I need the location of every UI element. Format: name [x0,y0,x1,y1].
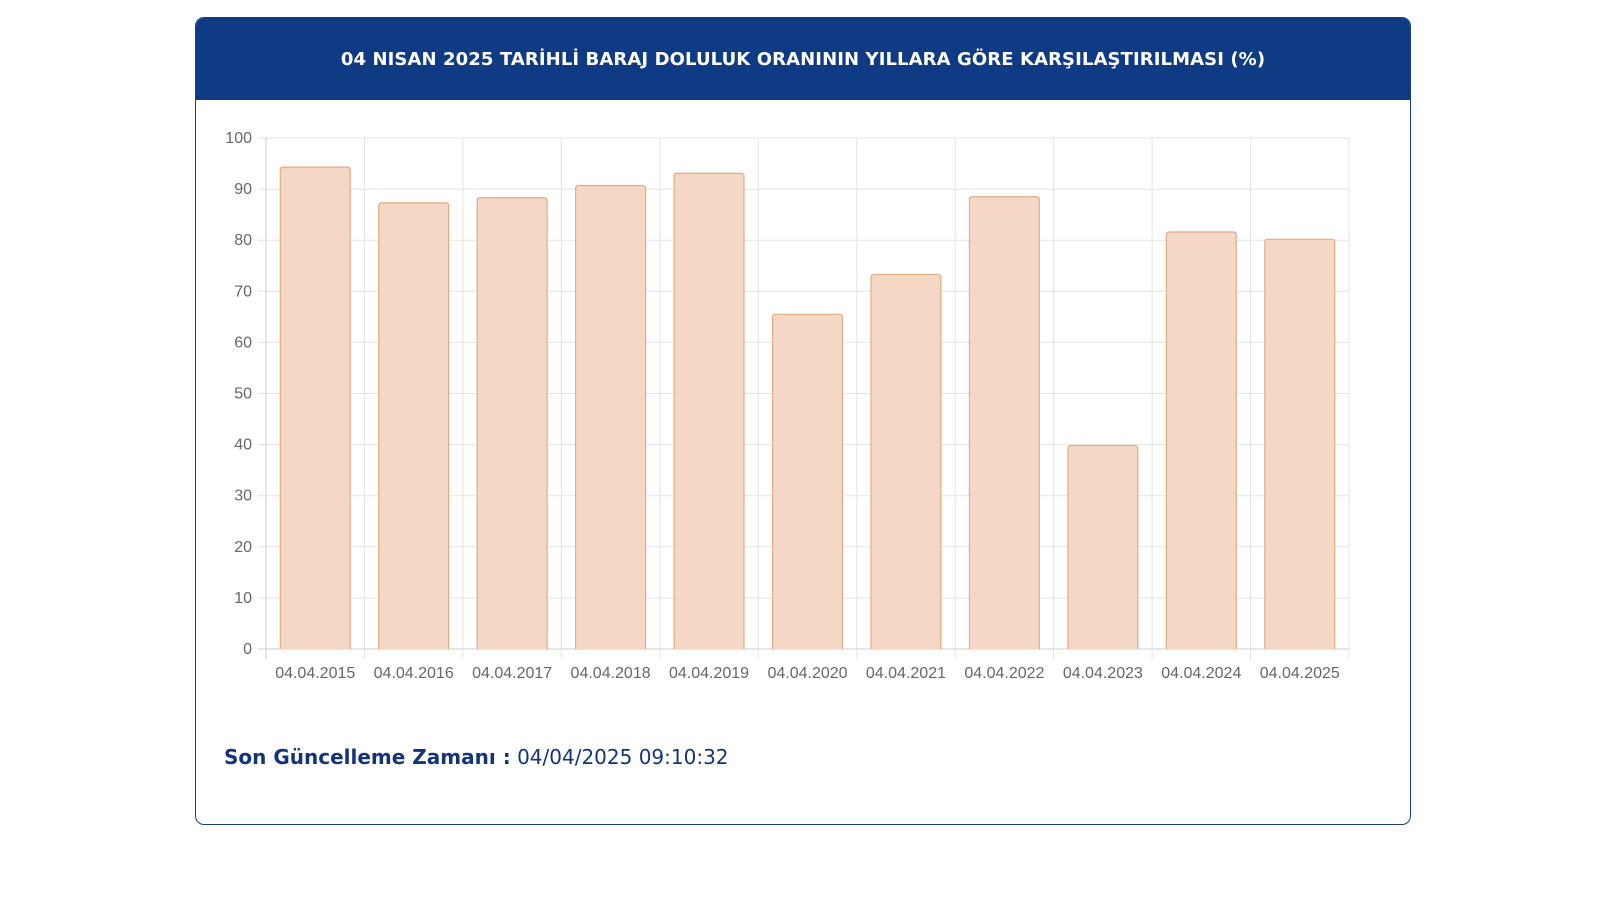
y-tick-label: 20 [234,539,252,556]
x-tick-label: 04.04.2024 [1161,665,1241,682]
y-tick-label: 60 [234,334,252,351]
x-tick-label: 04.04.2021 [866,665,946,682]
bar [1264,238,1336,649]
bar [1165,231,1237,649]
x-tick-label: 04.04.2023 [1063,665,1143,682]
bar [575,184,647,649]
y-tick-label: 0 [243,641,252,658]
y-tick-label: 30 [234,488,252,505]
y-tick-label: 50 [234,386,252,403]
chart-title: 04 NISAN 2025 TARİHLİ BARAJ DOLULUK ORAN… [340,48,1266,70]
x-tick-label: 04.04.2022 [964,665,1044,682]
x-tick-label: 04.04.2017 [472,665,552,682]
x-tick-label: 04.04.2018 [571,665,651,682]
chart-header: 04 NISAN 2025 TARİHLİ BARAJ DOLULUK ORAN… [196,18,1410,100]
bar [771,313,844,649]
x-tick-label: 04.04.2019 [669,665,749,682]
last-updated: Son Güncelleme Zamanı : 04/04/2025 09:10… [224,745,729,769]
bar [870,273,942,649]
y-tick-label: 90 [234,181,252,198]
last-updated-value: 04/04/2025 09:10:32 [517,745,729,769]
bar [673,172,745,649]
bar [476,197,548,649]
y-tick-label: 70 [234,283,252,300]
x-tick-label: 04.04.2025 [1260,665,1340,682]
x-tick-label: 04.04.2015 [275,665,355,682]
y-tick-label: 40 [234,437,252,454]
x-tick-label: 04.04.2020 [767,665,847,682]
bar [279,166,351,649]
bar [968,196,1040,649]
x-tick-label: 04.04.2016 [374,665,454,682]
y-tick-label: 80 [234,232,252,249]
chart-area: 0 10 20 30 40 50 60 70 80 90 100 04.04.2015 04.04.20… [196,100,1409,740]
bar [378,202,450,649]
bar [1067,445,1139,649]
last-updated-label: Son Güncelleme Zamanı : [224,745,511,769]
bar-chart: 0 10 20 30 40 50 60 70 80 90 100 04.04.2015 04.04.20… [225,130,1350,682]
y-tick-label: 100 [225,130,252,147]
chart-card: 04 NISAN 2025 TARİHLİ BARAJ DOLULUK ORAN… [195,17,1411,825]
y-tick-label: 10 [234,590,252,607]
